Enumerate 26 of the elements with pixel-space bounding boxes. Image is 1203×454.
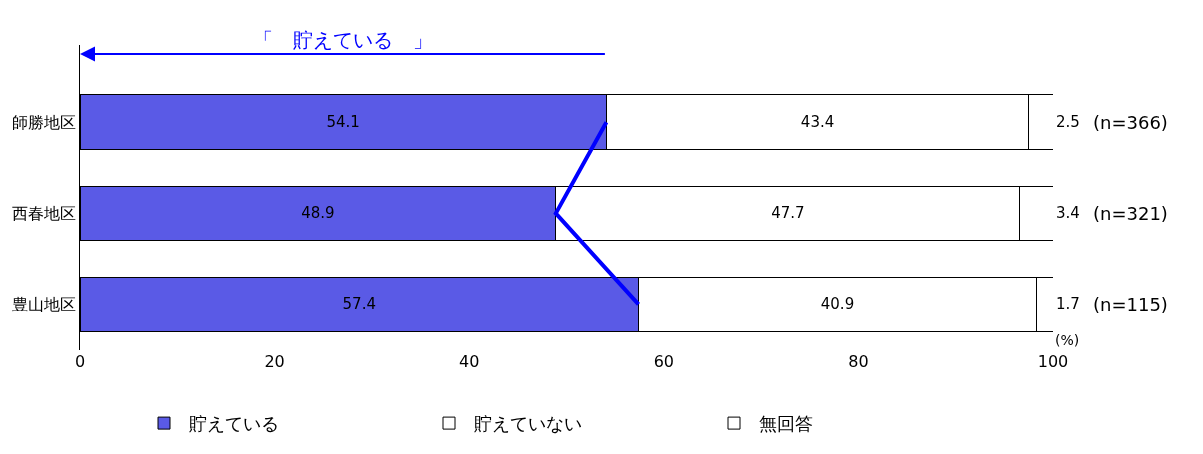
data-label: 40.9 — [820, 295, 855, 314]
x-tick-label: 0 — [74, 352, 86, 371]
y-tick-label: 西春地区 — [11, 203, 76, 223]
y-tick-label: 師勝地区 — [11, 112, 76, 132]
x-tick-label: 100 — [1037, 352, 1069, 371]
text: (n=321) — [1093, 203, 1168, 224]
data-label: 2.5 — [1056, 113, 1080, 132]
x-tick-label: 60 — [653, 352, 674, 371]
text: (%) — [1055, 332, 1080, 348]
legend-label: 貯えている — [189, 413, 279, 435]
x-tick-label: 40 — [459, 352, 480, 371]
data-label: 47.7 — [771, 204, 805, 223]
legend-label: 無回答 — [759, 413, 813, 435]
text: (n=115) — [1093, 294, 1168, 315]
data-label: 43.4 — [800, 113, 835, 132]
data-label: 3.4 — [1056, 204, 1080, 223]
x-tick-label: 80 — [848, 352, 869, 371]
data-label: 1.7 — [1056, 295, 1080, 314]
data-label: 48.9 — [301, 204, 335, 223]
x-tick-label: 20 — [264, 352, 285, 371]
y-tick-label: 豊山地区 — [11, 295, 76, 315]
data-label: 57.4 — [342, 295, 376, 314]
legend-label: 貯えていない — [474, 413, 582, 435]
text: (n=366) — [1093, 112, 1168, 133]
data-label: 54.1 — [326, 113, 360, 132]
annotation: 「 貯えている 」 — [253, 28, 433, 52]
